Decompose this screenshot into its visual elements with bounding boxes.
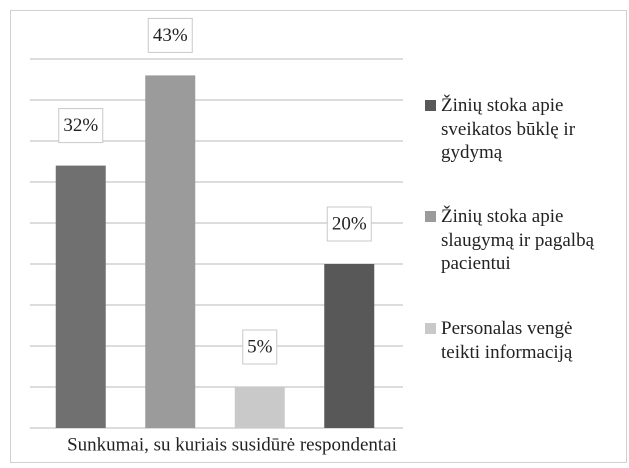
data-label: 43% bbox=[153, 25, 188, 46]
bar bbox=[234, 387, 285, 428]
legend-swatch bbox=[425, 100, 436, 111]
bar bbox=[324, 264, 375, 428]
bar bbox=[145, 75, 196, 429]
x-axis-label: Sunkumai, su kuriais susidūrė respondent… bbox=[67, 434, 397, 455]
legend-label: Žinių stoka apie slaugymą ir pagalbą pac… bbox=[441, 206, 595, 274]
data-label: 32% bbox=[63, 115, 98, 136]
data-label: 5% bbox=[247, 336, 273, 357]
data-label: 20% bbox=[332, 213, 367, 234]
data-label-box bbox=[58, 108, 104, 144]
data-label-box bbox=[326, 206, 372, 242]
data-label-box bbox=[147, 17, 193, 53]
legend-label: Žinių stoka apie sveikatos būklę ir gydy… bbox=[441, 95, 576, 163]
bar bbox=[55, 165, 106, 428]
data-label-box bbox=[242, 329, 278, 365]
legend-swatch bbox=[425, 211, 436, 222]
legend-label: Personalas vengė teikti informaciją bbox=[441, 318, 573, 363]
legend-swatch bbox=[425, 323, 436, 334]
